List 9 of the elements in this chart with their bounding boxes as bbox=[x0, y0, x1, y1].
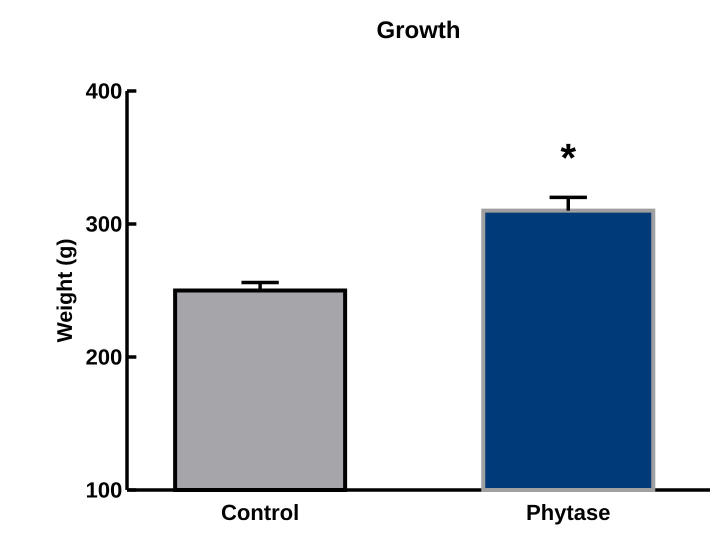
y-tick-label: 100 bbox=[86, 482, 122, 498]
y-axis-title: Weight (g) bbox=[56, 240, 76, 342]
y-tick-label: 400 bbox=[86, 83, 122, 99]
y-tick-label: 300 bbox=[86, 216, 122, 232]
annotation: * bbox=[560, 144, 576, 159]
x-tick-label: Phytase bbox=[528, 504, 610, 525]
x-tick-label: Control bbox=[222, 504, 298, 520]
chart-title: Growth bbox=[377, 20, 460, 38]
y-tick-label: 200 bbox=[86, 349, 122, 365]
